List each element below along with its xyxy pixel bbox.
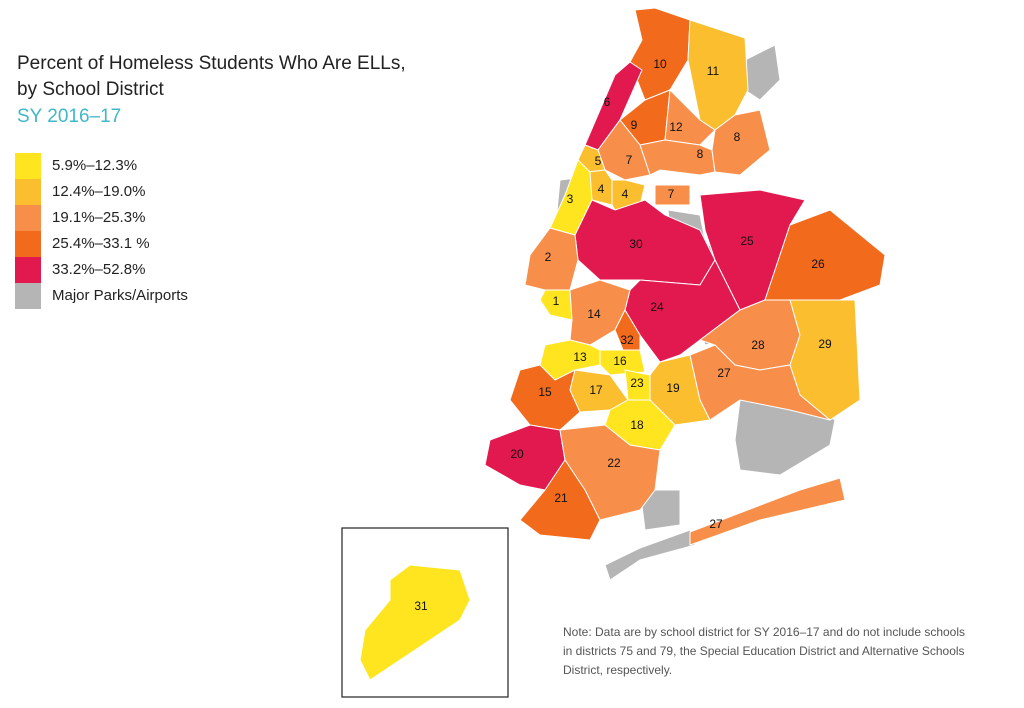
legend-swatch — [15, 179, 41, 205]
district-label: 14 — [587, 307, 601, 321]
inset-box — [341, 527, 509, 698]
district-label: 2 — [545, 250, 552, 264]
district-label: 23 — [630, 376, 644, 390]
district-label: 3 — [567, 192, 574, 206]
legend-swatch — [15, 205, 41, 231]
district-label: 27 — [717, 366, 731, 380]
district-label: 7 — [668, 187, 675, 201]
district-label: 22 — [607, 456, 621, 470]
note-line: Note: Data are by school district for SY… — [563, 625, 965, 639]
legend-label: 19.1%–25.3% — [52, 209, 145, 226]
legend-label: 12.4%–19.0% — [52, 183, 145, 200]
district-label: 8 — [734, 130, 741, 144]
district-label: 18 — [630, 418, 644, 432]
district-label: 20 — [510, 447, 524, 461]
note-line: in districts 75 and 79, the Special Educ… — [563, 644, 965, 658]
district-shape — [711, 109, 771, 176]
district-label: 31 — [414, 599, 428, 613]
district-label: 9 — [631, 118, 638, 132]
title-line: Percent of Homeless Students Who Are ELL… — [17, 53, 406, 74]
district-label: 4 — [622, 187, 629, 201]
legend-label: 5.9%–12.3% — [52, 157, 137, 174]
district-label: 11 — [707, 64, 720, 78]
district-shape — [519, 459, 601, 541]
district-label: 13 — [573, 350, 587, 364]
district-shape — [654, 184, 691, 206]
district-label: 19 — [666, 381, 680, 395]
district-label: 32 — [620, 333, 634, 347]
legend-label: 33.2%–52.8% — [52, 261, 145, 278]
district-label: 10 — [653, 57, 667, 71]
district-shape — [539, 289, 573, 321]
district-label: 5 — [595, 154, 602, 168]
district-shape — [574, 199, 716, 286]
legend-swatch — [15, 283, 41, 309]
district-shape — [359, 564, 471, 681]
district-label: 17 — [589, 383, 603, 397]
legend: 5.9%–12.3% 12.4%–19.0% 19.1%–25.3% 25.4%–33… — [15, 153, 188, 309]
district-label: 28 — [751, 338, 765, 352]
legend-label: 25.4%–33.1 % — [52, 235, 150, 252]
district-shape — [664, 88, 716, 146]
district-label: 15 — [538, 385, 552, 399]
district-shape — [629, 7, 691, 101]
title-line: by School District — [17, 79, 164, 100]
district-shape — [524, 227, 579, 291]
district-label: 12 — [669, 120, 683, 134]
district-shape — [639, 139, 716, 176]
district-label: 1 — [553, 294, 560, 308]
legend-swatch — [15, 153, 41, 179]
district-label: 29 — [818, 337, 832, 351]
district-label: 30 — [629, 237, 643, 251]
note-line: District, respectively. — [563, 663, 672, 677]
district-label: 25 — [740, 234, 754, 248]
district-label: 16 — [613, 354, 627, 368]
legend-swatch — [15, 231, 41, 257]
district-label: 7 — [626, 153, 633, 167]
district-label: 4 — [598, 182, 605, 196]
legend-label: Major Parks/Airports — [52, 287, 188, 304]
legend-swatch — [15, 257, 41, 283]
district-label: 21 — [554, 491, 568, 505]
district-label: 6 — [604, 95, 611, 109]
district-shape — [689, 477, 846, 546]
district-label: 26 — [811, 257, 825, 271]
subtitle: SY 2016–17 — [17, 106, 121, 127]
district-label: 8 — [697, 147, 704, 161]
districts — [359, 7, 886, 681]
district-shape — [689, 344, 831, 421]
district-label: 27 — [709, 517, 723, 531]
district-label: 24 — [650, 300, 664, 314]
